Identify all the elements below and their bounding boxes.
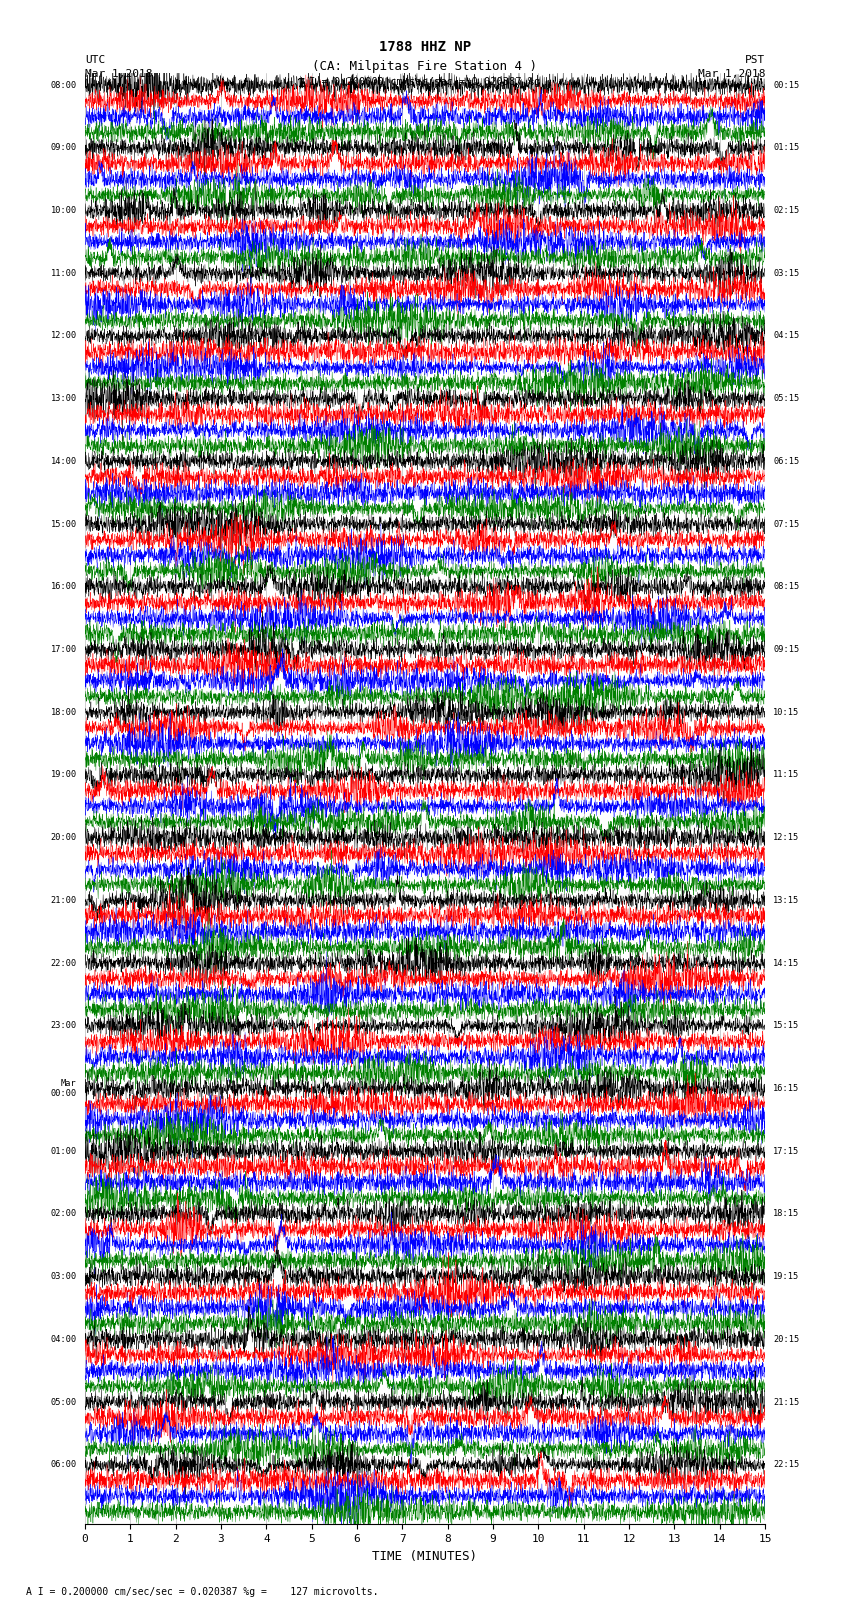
Text: UTC: UTC [85,55,105,65]
Text: 15:00: 15:00 [51,519,76,529]
Text: 23:00: 23:00 [51,1021,76,1031]
Text: 15:15: 15:15 [774,1021,799,1031]
Text: 12:15: 12:15 [774,834,799,842]
Text: 21:15: 21:15 [774,1397,799,1407]
Text: 06:15: 06:15 [774,456,799,466]
Text: 20:00: 20:00 [51,834,76,842]
Text: A I = 0.200000 cm/sec/sec = 0.020387 %g =    127 microvolts.: A I = 0.200000 cm/sec/sec = 0.020387 %g … [26,1587,378,1597]
Text: 10:00: 10:00 [51,206,76,215]
Text: 05:00: 05:00 [51,1397,76,1407]
Text: 14:00: 14:00 [51,456,76,466]
Text: 16:00: 16:00 [51,582,76,592]
X-axis label: TIME (MINUTES): TIME (MINUTES) [372,1550,478,1563]
Text: I: I [298,77,305,90]
Text: 22:00: 22:00 [51,958,76,968]
Text: 1788 HHZ NP: 1788 HHZ NP [379,40,471,55]
Text: I = 0.200000 cm/sec/sec = 0.020387 %g: I = 0.200000 cm/sec/sec = 0.020387 %g [309,77,541,87]
Text: 03:15: 03:15 [774,269,799,277]
Text: 02:00: 02:00 [51,1210,76,1218]
Text: Mar 1,2018: Mar 1,2018 [698,69,765,79]
Text: 18:15: 18:15 [774,1210,799,1218]
Text: 07:15: 07:15 [774,519,799,529]
Text: 20:15: 20:15 [774,1336,799,1344]
Text: 02:15: 02:15 [774,206,799,215]
Text: 08:00: 08:00 [51,81,76,90]
Text: 08:15: 08:15 [774,582,799,592]
Text: PST: PST [745,55,765,65]
Text: 00:15: 00:15 [774,81,799,90]
Text: 09:00: 09:00 [51,144,76,152]
Text: 05:15: 05:15 [774,394,799,403]
Text: 19:00: 19:00 [51,771,76,779]
Text: 11:15: 11:15 [774,771,799,779]
Text: 13:00: 13:00 [51,394,76,403]
Text: Mar 1,2018: Mar 1,2018 [85,69,152,79]
Text: 17:00: 17:00 [51,645,76,653]
Text: 22:15: 22:15 [774,1460,799,1469]
Text: 16:15: 16:15 [774,1084,799,1094]
Text: 10:15: 10:15 [774,708,799,716]
Text: 01:15: 01:15 [774,144,799,152]
Text: 19:15: 19:15 [774,1273,799,1281]
Text: 18:00: 18:00 [51,708,76,716]
Text: 04:00: 04:00 [51,1336,76,1344]
Text: 21:00: 21:00 [51,895,76,905]
Text: Mar
00:00: Mar 00:00 [51,1079,76,1098]
Text: 09:15: 09:15 [774,645,799,653]
Text: 13:15: 13:15 [774,895,799,905]
Text: 14:15: 14:15 [774,958,799,968]
Text: 03:00: 03:00 [51,1273,76,1281]
Text: 01:00: 01:00 [51,1147,76,1155]
Text: 12:00: 12:00 [51,331,76,340]
Text: 11:00: 11:00 [51,269,76,277]
Text: (CA: Milpitas Fire Station 4 ): (CA: Milpitas Fire Station 4 ) [313,60,537,73]
Text: 04:15: 04:15 [774,331,799,340]
Text: 17:15: 17:15 [774,1147,799,1155]
Text: 06:00: 06:00 [51,1460,76,1469]
